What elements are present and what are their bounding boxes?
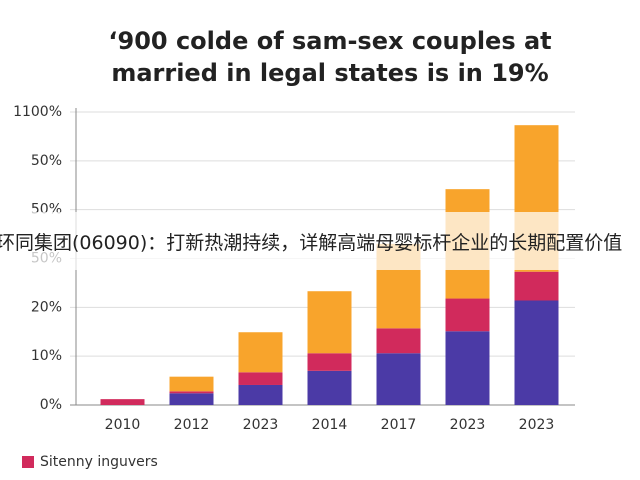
chart-title: ‘900 colde of sam-sex couples at <box>108 27 551 55</box>
bar-segment <box>307 370 352 405</box>
chart-title: married in legal states is in 19% <box>111 59 548 87</box>
bar-segment <box>100 399 145 405</box>
x-tick-label: 2017 <box>381 417 417 433</box>
bar-segment <box>307 291 352 354</box>
bar-segment <box>238 372 283 385</box>
bar-segment <box>169 391 214 394</box>
bar-segment <box>376 328 421 354</box>
bar-segment <box>514 271 559 301</box>
bar-segment <box>238 332 283 373</box>
legend-label: Sitenny inguvers <box>40 454 158 470</box>
x-tick-label: 2023 <box>450 417 486 433</box>
bar-segment <box>445 331 490 405</box>
y-tick-label: 10% <box>31 348 62 364</box>
y-tick-label: 1100% <box>13 104 62 120</box>
legend-swatch <box>22 456 34 468</box>
y-tick-label: 0% <box>40 397 62 413</box>
news-banner[interactable]: 环同集团(06090)：打新热潮持续，详解高端母婴标杆企业的长期配置价值 <box>0 212 640 270</box>
x-tick-label: 2023 <box>243 417 279 433</box>
x-tick-label: 2010 <box>105 417 141 433</box>
bar-segment <box>169 376 214 392</box>
x-tick-label: 2014 <box>312 417 348 433</box>
bar-segment <box>514 300 559 405</box>
bar-segment <box>169 393 214 405</box>
y-tick-label: 20% <box>31 299 62 315</box>
bar-segment <box>376 353 421 405</box>
bar-segment <box>445 298 490 332</box>
banner-text[interactable]: 环同集团(06090)：打新热潮持续，详解高端母婴标杆企业的长期配置价值 <box>0 232 623 254</box>
x-tick-label: 2023 <box>519 417 555 433</box>
bar-segment <box>307 353 352 371</box>
x-tick-label: 2012 <box>174 417 210 433</box>
bar-segment <box>238 384 283 405</box>
y-tick-label: 50% <box>31 153 62 169</box>
